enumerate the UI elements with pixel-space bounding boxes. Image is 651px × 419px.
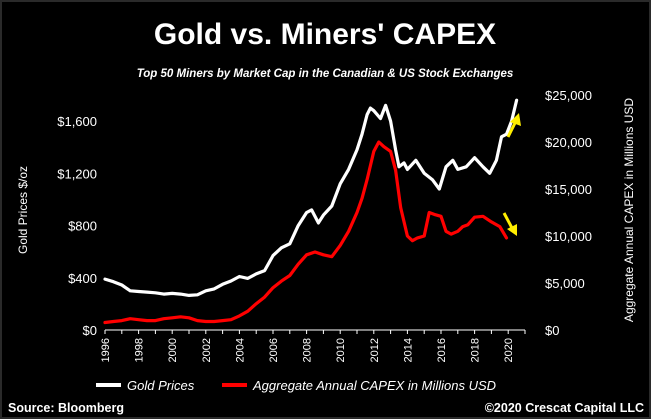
chart-title: Gold vs. Miners' CAPEX — [154, 18, 496, 51]
y-tick-label-left: $1,200 — [57, 166, 97, 181]
y-tick-label-right: $5,000 — [545, 276, 585, 291]
series-layer — [103, 98, 519, 325]
legend-label-gold: Gold Prices — [127, 378, 195, 393]
x-tick-label: 2016 — [436, 338, 448, 362]
legend: Gold Prices Aggregate Annual CAPEX in Mi… — [96, 378, 496, 393]
y-tick-label-left: $400 — [68, 271, 97, 286]
y-axis-right-title: Aggregate Annual CAPEX in Millions USD — [622, 98, 636, 322]
up-arrow-head — [510, 113, 521, 126]
y-axis-left-title: Gold Prices $/oz — [16, 166, 30, 254]
axes-layer: $0 $400 $800 $1,200 $1,600 $0 $5,000 $10,000 $15… — [57, 88, 592, 362]
x-tick-label: 2006 — [268, 338, 280, 362]
source-note: Source: Bloomberg — [8, 401, 124, 415]
x-tick-label: 2020 — [503, 338, 515, 362]
down-arrow-head — [507, 224, 517, 236]
x-tick-label: 2002 — [201, 338, 213, 362]
chart-subtitle: Top 50 Miners by Market Cap in the Canad… — [137, 68, 514, 80]
x-tick-label: 2008 — [302, 338, 314, 362]
y-tick-label-left: $0 — [83, 323, 97, 338]
y-tick-label-left: $1,600 — [57, 114, 97, 129]
x-tick-label: 2014 — [402, 338, 414, 362]
y-tick-label-right: $25,000 — [545, 88, 592, 103]
series-line-capex — [103, 140, 509, 325]
series-line-gold-prices — [103, 98, 519, 297]
copyright-note: ©2020 Crescat Capital LLC — [485, 401, 644, 415]
down-arrow-shaft — [502, 212, 514, 229]
legend-label-capex: Aggregate Annual CAPEX in Millions USD — [252, 378, 496, 393]
x-tick-label: 2012 — [369, 338, 381, 362]
x-tick-label: 2010 — [335, 338, 347, 362]
y-tick-label-left: $800 — [68, 219, 97, 234]
x-tick-label: 2018 — [470, 338, 482, 362]
y-tick-label-right: $20,000 — [545, 135, 592, 150]
y-tick-label-right: $0 — [545, 323, 559, 338]
x-tick-label: 1996 — [100, 338, 112, 362]
annotation-layer — [502, 113, 521, 236]
x-tick-label: 2004 — [234, 338, 246, 362]
x-tick-label: 2000 — [167, 338, 179, 362]
y-tick-label-right: $10,000 — [545, 229, 592, 244]
x-tick-label: 1998 — [134, 338, 146, 362]
y-tick-label-right: $15,000 — [545, 182, 592, 197]
